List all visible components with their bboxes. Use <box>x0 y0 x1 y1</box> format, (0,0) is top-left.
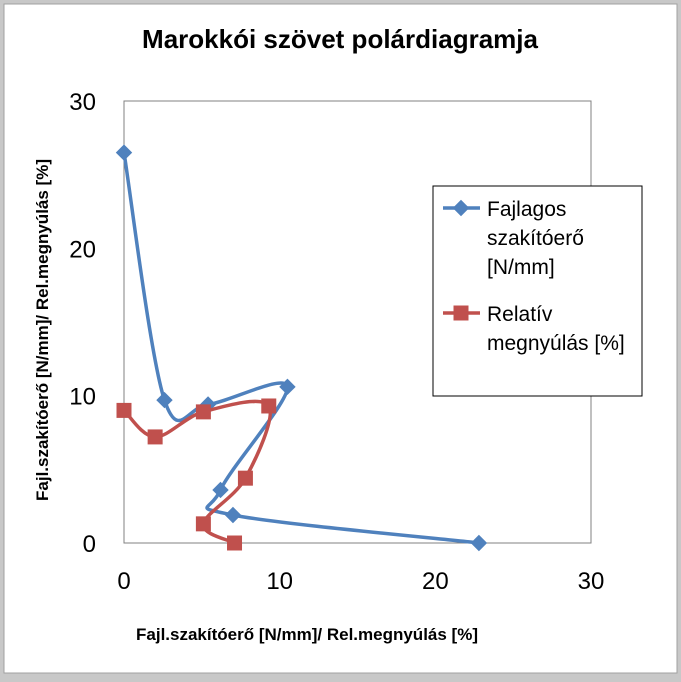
x-axis-ticks: 0 10 20 30 <box>117 568 604 595</box>
legend-box <box>432 185 643 397</box>
legend-entry: Fajlagos szakítóerő [N/mm] <box>443 198 584 279</box>
series-layer <box>115 144 488 552</box>
x-tick-label: 20 <box>422 568 449 595</box>
x-tick-label: 10 <box>266 568 293 595</box>
series-2 <box>116 398 277 551</box>
y-axis-label: Fajl.szakítóerő [N/mm]/ Rel.megnyúlás [%… <box>33 159 52 501</box>
y-tick-label: 0 <box>83 531 96 558</box>
x-tick-label: 0 <box>117 568 130 595</box>
data-point <box>227 535 243 551</box>
legend-marker <box>452 199 470 217</box>
data-point <box>261 398 277 414</box>
data-point <box>470 534 488 552</box>
legend-label: Relatív <box>487 303 553 326</box>
y-tick-label: 30 <box>69 89 96 116</box>
chart-title: Marokkói szövet polárdiagramja <box>142 24 538 54</box>
data-point <box>147 429 163 445</box>
legend-label: Fajlagos <box>487 198 566 221</box>
data-point <box>116 402 132 418</box>
data-point <box>212 481 229 499</box>
y-axis-ticks: 0 10 20 30 <box>69 89 96 558</box>
y-tick-label: 20 <box>69 236 96 263</box>
data-point <box>237 470 253 486</box>
data-point <box>195 404 211 420</box>
legend-label: megnyúlás [%] <box>487 332 625 355</box>
legend-label: szakítóerő <box>487 227 584 250</box>
y-tick-label: 10 <box>69 384 96 411</box>
legend-marker <box>453 305 469 321</box>
data-point <box>195 516 211 532</box>
legend-label: [N/mm] <box>487 256 555 279</box>
data-point <box>279 378 296 396</box>
legend: Fajlagos szakítóerő [N/mm] Relatív megnyúlás… <box>432 185 643 397</box>
x-axis-label: Fajl.szakítóerő [N/mm]/ Rel.megnyúlás [%… <box>136 625 478 644</box>
data-point <box>224 506 242 524</box>
legend-entry: Relatív megnyúlás [%] <box>443 303 625 355</box>
data-point <box>115 144 133 161</box>
x-tick-label: 30 <box>578 568 605 595</box>
data-point <box>156 391 173 409</box>
